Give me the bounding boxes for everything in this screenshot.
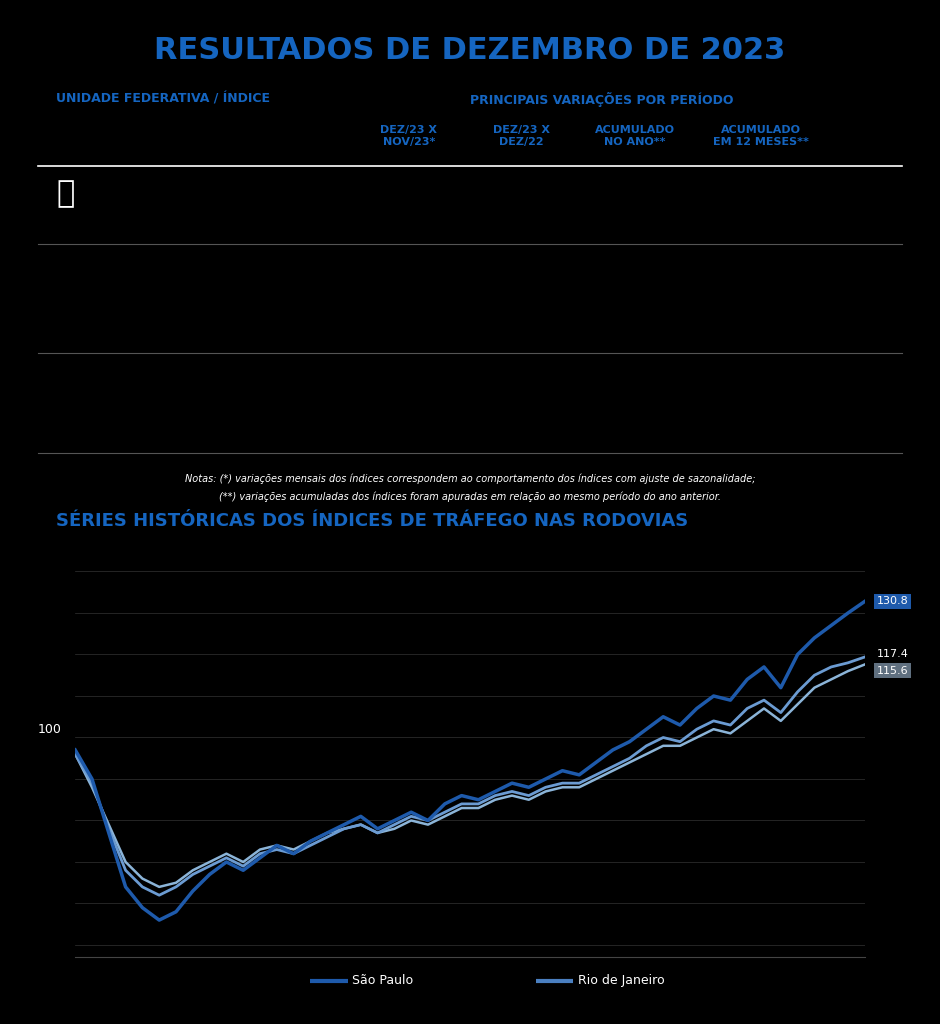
Text: Notas: (*) variações mensais dos índices correspondem ao comportamento dos índic: Notas: (*) variações mensais dos índices… [185,473,755,483]
Text: 130.8: 130.8 [877,596,908,606]
Text: 100: 100 [38,723,62,735]
Text: RESULTADOS DE DEZEMBRO DE 2023: RESULTADOS DE DEZEMBRO DE 2023 [154,36,786,65]
Text: São Paulo: São Paulo [352,975,414,987]
Text: 115.6: 115.6 [877,666,908,676]
Text: SÉRIES HISTÓRICAS DOS ÍNDICES DE TRÁFEGO NAS RODOVIAS: SÉRIES HISTÓRICAS DOS ÍNDICES DE TRÁFEGO… [56,512,689,530]
Text: ACUMULADO
NO ANO**: ACUMULADO NO ANO** [594,125,675,147]
Text: (**) variações acumuladas dos índices foram apuradas em relação ao mesmo período: (**) variações acumuladas dos índices fo… [219,492,721,502]
Text: UNIDADE FEDERATIVA / ÍNDICE: UNIDADE FEDERATIVA / ÍNDICE [56,92,271,105]
Text: ACUMULADO
EM 12 MESES**: ACUMULADO EM 12 MESES** [713,125,809,147]
Text: DEZ/23 X
DEZ/22: DEZ/23 X DEZ/22 [494,125,550,147]
Text: DEZ/23 X
NOV/23*: DEZ/23 X NOV/23* [381,125,437,147]
Text: 117.4: 117.4 [877,648,908,658]
Text: Rio de Janeiro: Rio de Janeiro [578,975,665,987]
Text: 🚗: 🚗 [56,179,74,208]
Text: PRINCIPAIS VARIAÇÕES POR PERÍODO: PRINCIPAIS VARIAÇÕES POR PERÍODO [470,92,733,108]
